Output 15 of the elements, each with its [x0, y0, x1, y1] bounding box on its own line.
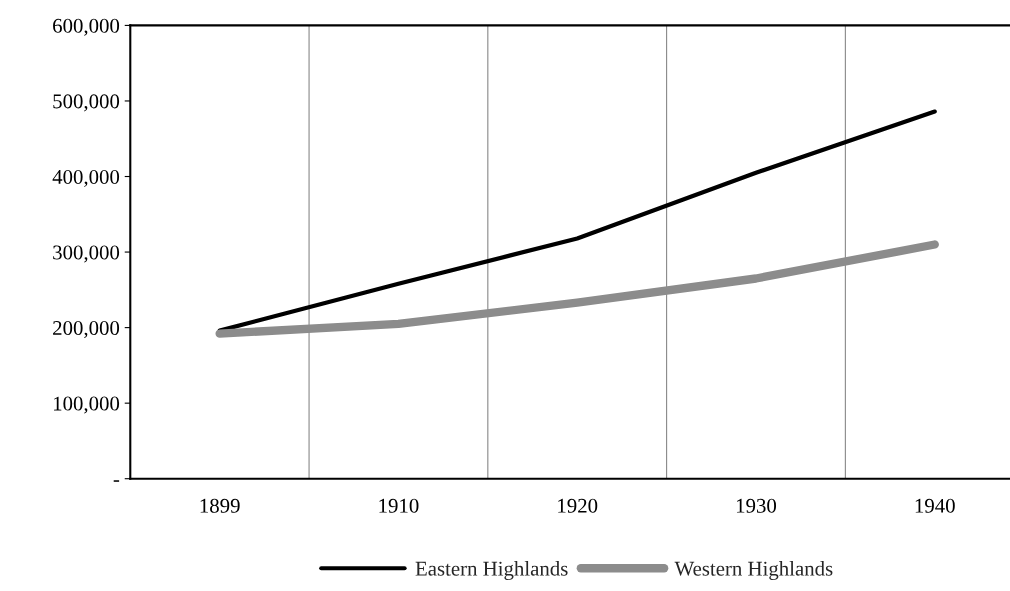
legend-label: Western Highlands	[674, 561, 833, 580]
y-tick-label: 100,000	[54, 396, 120, 414]
y-tick-label: 400,000	[52, 169, 120, 187]
x-tick-label: 1940	[915, 498, 955, 513]
x-tick-label: 1920	[558, 498, 598, 513]
x-tick-label: 1910	[379, 498, 419, 513]
x-tick-label: 1899	[200, 498, 240, 513]
y-tick-label: 600,000	[53, 18, 120, 36]
x-tick-label: 1930	[736, 498, 777, 513]
y-tick-label: -	[113, 480, 120, 482]
y-tick-label: 200,000	[53, 320, 120, 339]
legend-label: Eastern Highlands	[415, 561, 568, 580]
y-tick-label: 300,000	[53, 245, 120, 263]
line-series	[217, 109, 937, 333]
y-tick-label: 500,000	[53, 94, 120, 112]
